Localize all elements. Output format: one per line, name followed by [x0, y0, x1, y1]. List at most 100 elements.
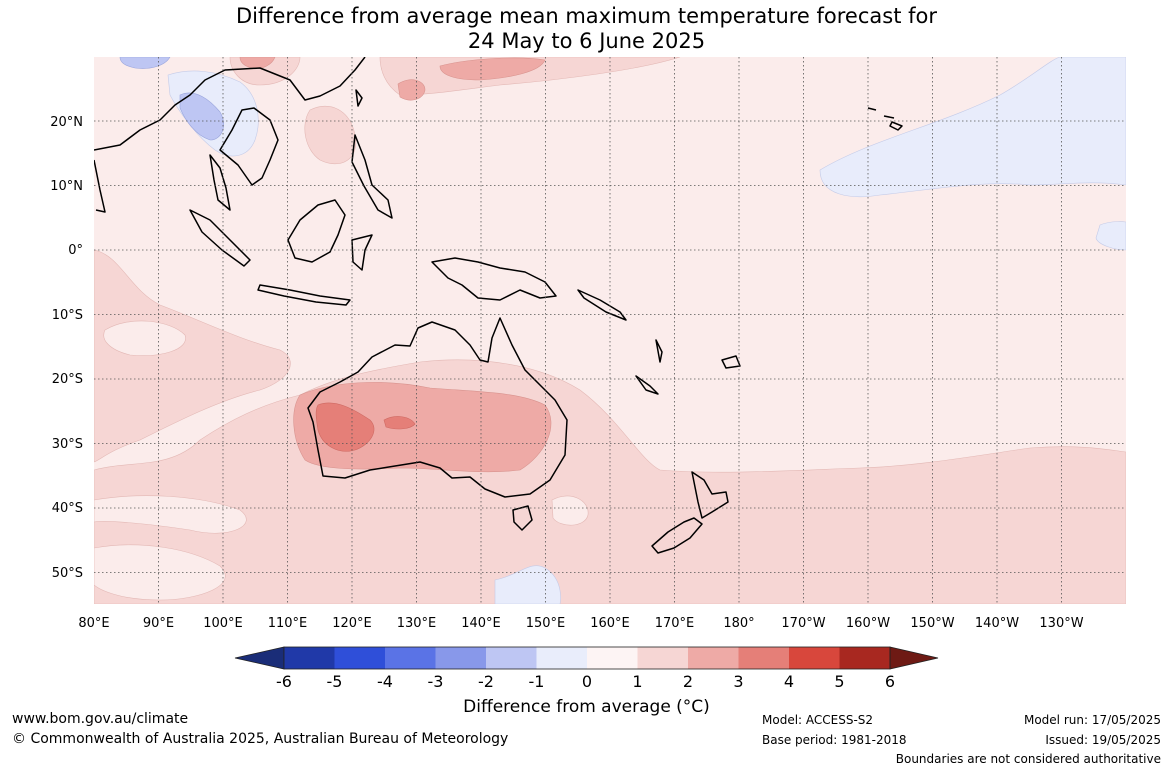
colorbar [234, 646, 939, 670]
new-caledonia-coastline [635, 375, 659, 395]
lon-label: 140°W [975, 616, 1019, 631]
lon-label: 170°W [781, 616, 825, 631]
colorbar-tick: 0 [582, 672, 592, 691]
colorbar-bin [637, 647, 688, 669]
website-link[interactable]: www.bom.gov.au/climate [12, 711, 189, 727]
lon-label: 170°E [655, 616, 695, 631]
colorbar-tick: 2 [683, 672, 693, 691]
colorbar-tick: 3 [733, 672, 743, 691]
base-period: Base period: 1981-2018 [762, 733, 907, 747]
coastlines [94, 57, 903, 554]
lon-label: 120°E [332, 616, 372, 631]
fiji-coastline [721, 355, 741, 369]
colorbar-bin [738, 647, 789, 669]
colorbar-bin [385, 647, 436, 669]
lon-label: 130°E [397, 616, 437, 631]
colorbar-tick: -2 [478, 672, 494, 691]
hawaii-coastline [867, 107, 903, 131]
lat-label: 10°N [50, 179, 83, 194]
new-zealand-north-island-coastline [691, 471, 729, 519]
anomaly-band-2-3-australia [293, 382, 552, 473]
colorbar-tick: -1 [529, 672, 545, 691]
map-title-line1: Difference from average mean maximum tem… [236, 4, 937, 28]
anomaly-band-1-2-west-indian [94, 249, 291, 463]
longitude-labels: 80°E 90°E 100°E 110°E 120°E 130°E 140°E … [78, 616, 1083, 631]
anomaly-band-neg1-0-equatorial-pacific [1095, 221, 1126, 251]
lon-label: 110°E [268, 616, 308, 631]
solomon-islands-coastline [577, 289, 627, 321]
colorbar-bin [839, 647, 890, 669]
new-zealand-south-island-coastline [651, 517, 703, 554]
lon-label: 140°E [461, 616, 501, 631]
lon-label: 80°E [78, 616, 109, 631]
lon-label: 180° [723, 616, 754, 631]
lat-label: 40°S [52, 501, 83, 516]
lon-label: 130°W [1039, 616, 1083, 631]
colorbar-bin [284, 647, 335, 669]
lat-label: 30°S [52, 437, 83, 452]
boundaries-disclaimer: Boundaries are not considered authoritat… [895, 752, 1161, 766]
anomaly-band-neg1-0-northeast-pacific [819, 57, 1126, 198]
colorbar-label: Difference from average (°C) [463, 697, 710, 717]
anomaly-band-3-4-central-australia [383, 416, 416, 430]
lon-label: 160°W [846, 616, 890, 631]
tasmania-coastline [512, 505, 533, 531]
colorbar-over-arrow [889, 646, 939, 670]
anomaly-band-3-4-western-australia [315, 402, 375, 452]
philippines-coastline [351, 134, 393, 219]
map-title-line2: 24 May to 6 June 2025 [467, 29, 706, 53]
anomaly-band-neg2-neg1-southeast-asia [179, 92, 224, 141]
anomaly-band-2-3-philippine-sea [397, 79, 426, 101]
lat-label: 20°N [50, 115, 83, 130]
colorbar-tick: 6 [885, 672, 895, 691]
lon-label: 150°W [910, 616, 954, 631]
colorbar-tick: 1 [632, 672, 642, 691]
taiwan-coastline [355, 89, 363, 107]
model-name: Model: ACCESS-S2 [762, 713, 874, 727]
lon-label: 90°E [143, 616, 174, 631]
colorbar-tick: -3 [428, 672, 444, 691]
anomaly-field [94, 57, 1126, 604]
colorbar-frame [283, 646, 891, 670]
colorbar-tick: -5 [327, 672, 343, 691]
lat-label: 20°S [52, 372, 83, 387]
indochina-coastline [219, 107, 279, 186]
anomaly-hole-southern-pacific [94, 544, 226, 601]
forecast-map: 20°N 10°N 0° 10°S 20°S 30°S 40°S 50°S 80… [50, 57, 1126, 691]
lat-label: 10°S [52, 308, 83, 323]
graticule [94, 57, 1126, 604]
colorbar-tick: -4 [377, 672, 393, 691]
malay-peninsula-coastline [209, 154, 231, 211]
sulawesi-coastline [351, 234, 373, 271]
latitude-labels: 20°N 10°N 0° 10°S 20°S 30°S 40°S 50°S [50, 115, 83, 581]
colorbar-bin [789, 647, 840, 669]
new-guinea-coastline [431, 257, 557, 301]
colorbar-bin [486, 647, 537, 669]
model-run-date: Model run: 17/05/2025 [1023, 713, 1161, 727]
vanuatu-coastline [655, 339, 663, 363]
issued-date: Issued: 19/05/2025 [1045, 733, 1161, 747]
java-coastline [257, 284, 351, 306]
lon-label: 100°E [203, 616, 243, 631]
asia-mainland-coastline [94, 57, 366, 151]
colorbar-tick: -6 [276, 672, 292, 691]
anomaly-hole-southern-ocean [94, 495, 247, 534]
colorbar-bin [435, 647, 486, 669]
australia-coastline [307, 317, 568, 498]
colorbar-bin [587, 647, 638, 669]
copyright-text: © Commonwealth of Australia 2025, Austra… [12, 731, 509, 747]
india-coastline [94, 159, 106, 213]
anomaly-band-2-3-north-pacific [439, 57, 546, 81]
colorbar-tick: 4 [784, 672, 794, 691]
anomaly-hole-tasman [551, 495, 589, 526]
anomaly-band-neg1-0-southern-ocean [494, 565, 561, 604]
sumatra-coastline [189, 209, 251, 267]
colorbar-bin [688, 647, 739, 669]
lon-label: 160°E [590, 616, 630, 631]
borneo-coastline [287, 199, 346, 263]
lat-label: 50°S [52, 566, 83, 581]
anomaly-hole-indian-ocean [103, 320, 186, 356]
anomaly-band-neg2-neg1-north [119, 57, 171, 69]
colorbar-under-arrow [234, 646, 285, 670]
map-title: Difference from average mean maximum tem… [0, 4, 1173, 54]
